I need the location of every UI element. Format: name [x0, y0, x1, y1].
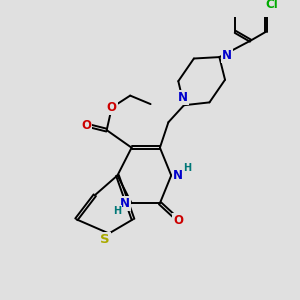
Text: N: N	[178, 91, 188, 104]
Text: H: H	[113, 206, 121, 216]
Text: N: N	[172, 169, 182, 182]
Text: N: N	[222, 49, 232, 62]
Text: O: O	[81, 118, 91, 131]
Text: H: H	[183, 163, 191, 172]
Text: N: N	[120, 197, 130, 210]
Text: O: O	[173, 214, 183, 227]
Text: S: S	[100, 233, 110, 246]
Text: O: O	[107, 101, 117, 114]
Text: Cl: Cl	[265, 0, 278, 11]
